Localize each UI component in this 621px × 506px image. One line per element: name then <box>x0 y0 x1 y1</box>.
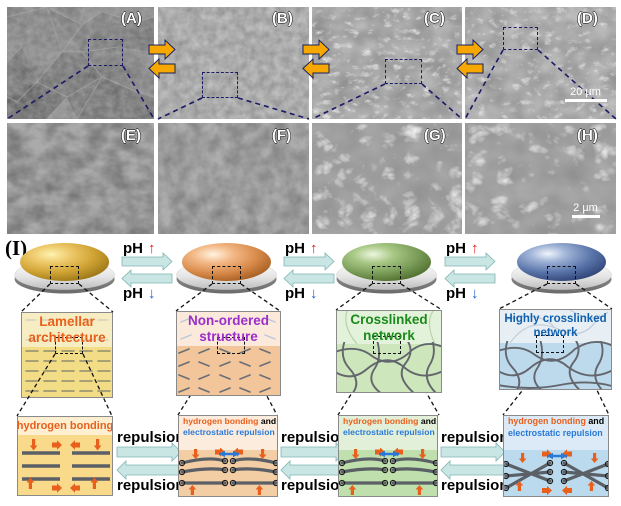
svg-text:pH: pH <box>446 240 466 257</box>
svg-text:repulsion: repulsion <box>441 429 509 446</box>
svg-text:repulsion: repulsion <box>117 477 185 494</box>
svg-text:↑: ↑ <box>148 240 156 257</box>
svg-text:↓: ↓ <box>310 285 318 302</box>
svg-text:↓: ↓ <box>148 285 156 302</box>
svg-text:↑: ↑ <box>471 240 479 257</box>
svg-text:↓: ↓ <box>471 285 479 302</box>
svg-text:pH: pH <box>285 285 305 302</box>
svg-text:repulsion: repulsion <box>117 429 185 446</box>
svg-text:pH: pH <box>123 240 143 257</box>
svg-text:pH: pH <box>446 285 466 302</box>
svg-text:↑: ↑ <box>310 240 318 257</box>
svg-text:pH: pH <box>123 285 143 302</box>
svg-text:repulsion: repulsion <box>441 477 509 494</box>
svg-text:pH: pH <box>285 240 305 257</box>
